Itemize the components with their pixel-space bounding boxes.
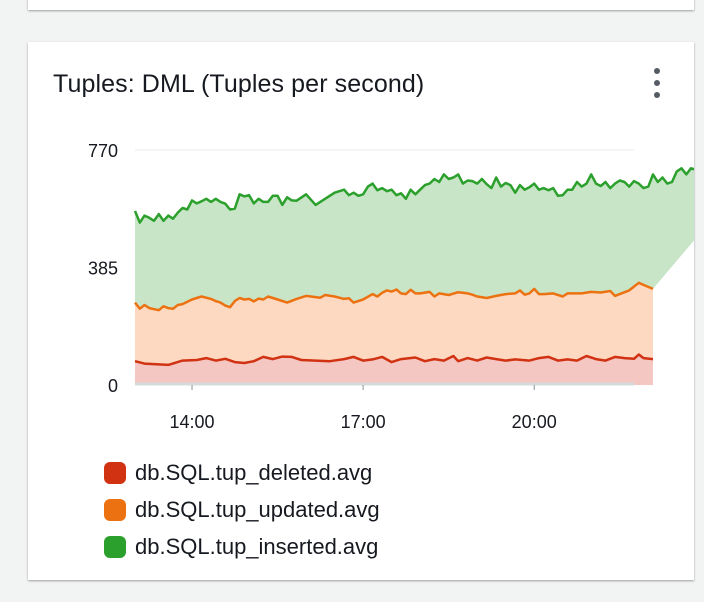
y-tick-label: 385	[88, 259, 118, 279]
widget-card: Tuples: DML (Tuples per second) 0 385 770 1…	[28, 42, 694, 580]
series-area-db.SQL.tup_updated.avg	[135, 282, 653, 365]
series-line-db.SQL.tup_inserted.avg	[133, 167, 694, 224]
legend-label: db.SQL.tup_inserted.avg	[135, 533, 379, 559]
vertical-ellipsis-icon	[654, 80, 660, 86]
vertical-ellipsis-icon	[654, 68, 660, 74]
legend-item[interactable]: db.SQL.tup_deleted.avg	[104, 454, 380, 491]
x-tick-label: 14:00	[170, 412, 215, 432]
dml-area-chart: 0 385 770 14:00 17:00 20:00	[88, 141, 694, 432]
widget-menu-button[interactable]	[648, 68, 666, 104]
legend-label: db.SQL.tup_updated.avg	[135, 496, 380, 522]
chart-legend: db.SQL.tup_deleted.avg db.SQL.tup_updated…	[104, 454, 380, 565]
widget-title: Tuples: DML (Tuples per second)	[53, 70, 425, 98]
legend-label: db.SQL.tup_deleted.avg	[135, 459, 373, 485]
y-tick-label: 770	[88, 141, 118, 161]
series-line-db.SQL.tup_deleted.avg	[134, 353, 654, 367]
x-tick-label: 20:00	[512, 412, 557, 432]
legend-swatch	[104, 498, 126, 521]
legend-swatch	[104, 461, 126, 484]
series-area-db.SQL.tup_inserted.avg	[135, 168, 694, 311]
previous-widget-card	[28, 0, 694, 10]
vertical-ellipsis-icon	[654, 92, 660, 98]
x-tick-label: 17:00	[341, 412, 386, 432]
y-tick-label: 0	[108, 376, 118, 396]
legend-item[interactable]: db.SQL.tup_updated.avg	[104, 491, 380, 528]
series-area-db.SQL.tup_deleted.avg	[135, 354, 653, 385]
legend-swatch	[104, 535, 126, 558]
legend-item[interactable]: db.SQL.tup_inserted.avg	[104, 528, 380, 565]
series-line-db.SQL.tup_updated.avg	[134, 281, 654, 312]
